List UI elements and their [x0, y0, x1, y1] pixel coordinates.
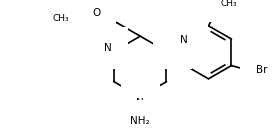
- Text: CH₃: CH₃: [52, 14, 69, 23]
- Text: N: N: [136, 98, 144, 108]
- Text: NH₂: NH₂: [130, 116, 150, 126]
- Text: N: N: [180, 35, 188, 45]
- Text: CH₃: CH₃: [221, 0, 238, 8]
- Text: N: N: [168, 43, 176, 53]
- Text: N: N: [104, 43, 112, 53]
- Text: Br: Br: [256, 65, 268, 75]
- Text: H: H: [186, 40, 194, 50]
- Text: O: O: [92, 8, 100, 18]
